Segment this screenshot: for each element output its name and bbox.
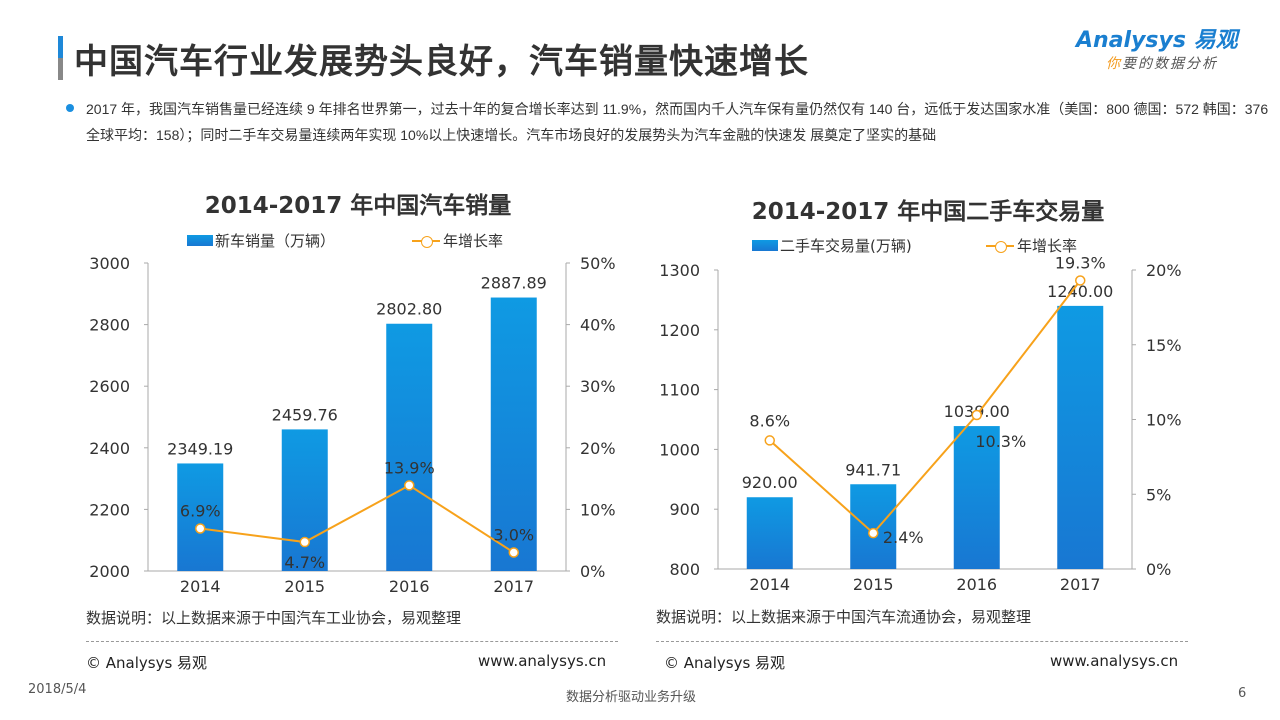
chart2-url-link[interactable]: www.analysys.cn [1050, 652, 1179, 670]
y2-tick-label: 0% [1146, 560, 1171, 579]
y2-tick-label: 5% [1146, 485, 1171, 504]
growth-rate-label: 3.0% [493, 526, 534, 545]
bar-swatch-icon [187, 235, 213, 246]
footer-date: 2018/5/4 [28, 682, 87, 697]
line-swatch-icon [986, 240, 1014, 253]
y2-tick-label: 15% [1146, 336, 1182, 355]
y-tick-label: 800 [669, 560, 700, 579]
legend-label: 年增长率 [1017, 237, 1078, 255]
analysys-logo: Analysys 易观 你要的数据分析 [1076, 28, 1238, 74]
x-tick-label: 2016 [389, 577, 430, 596]
growth-rate-point [868, 527, 879, 539]
growth-rate-label: 4.7% [284, 553, 325, 572]
bar-2016 [386, 323, 433, 571]
y-tick-label: 2400 [89, 439, 130, 458]
bar-value-label: 2459.76 [272, 405, 338, 424]
logo-text: Analysys 易观 [1076, 28, 1238, 53]
growth-rate-line [769, 279, 1082, 535]
bar-value-label: 1240.00 [1047, 282, 1113, 301]
x-tick-label: 2017 [1060, 575, 1101, 594]
y2-tick-label: 40% [580, 316, 616, 335]
chart2-source-note: 数据说明：以上数据来源于中国汽车流通协会，易观整理 [656, 608, 1032, 626]
x-tick-label: 2014 [749, 575, 790, 594]
chart1-title: 2014-2017 年中国汽车销量 [204, 193, 512, 219]
summary-text: 2017 年，我国汽车销售量已经连续 9 年排名世界第一，过去十年的复合增长率达… [86, 101, 1269, 143]
bar-value-label: 2887.89 [481, 274, 547, 293]
y-tick-label: 900 [669, 500, 700, 519]
y-tick-label: 1100 [659, 381, 700, 400]
y-tick-label: 2800 [89, 316, 130, 335]
y-tick-label: 2200 [89, 500, 130, 519]
bar-2017 [490, 297, 537, 571]
growth-rate-point [508, 547, 519, 558]
legend-label: 年增长率 [443, 232, 504, 250]
chart1-url-link[interactable]: www.analysys.cn [478, 652, 607, 670]
bar-value-label: 2349.19 [167, 439, 233, 458]
x-tick-label: 2015 [853, 575, 894, 594]
growth-rate-label: 8.6% [749, 411, 790, 430]
growth-rate-label: 6.9% [180, 501, 221, 520]
bar-2016 [953, 426, 1000, 569]
growth-rate-label: 19.3% [1055, 253, 1106, 272]
y2-tick-label: 0% [580, 562, 605, 581]
chart2-copyright: © Analysys 易观 [664, 654, 786, 672]
y-tick-label: 2000 [89, 562, 130, 581]
bar-value-label: 941.71 [845, 460, 901, 479]
x-tick-label: 2017 [493, 577, 534, 596]
bar-swatch-icon [752, 240, 778, 251]
y-tick-label: 2600 [89, 377, 130, 396]
chart2-legend-line: 年增长率 [986, 235, 1077, 256]
x-tick-label: 2016 [956, 575, 997, 594]
bar-value-label: 920.00 [742, 473, 798, 492]
y2-tick-label: 20% [580, 439, 616, 458]
growth-rate-point [1075, 275, 1086, 286]
page-number: 6 [1238, 686, 1247, 701]
y-tick-label: 3000 [89, 254, 130, 273]
y-tick-label: 1000 [659, 440, 700, 459]
line-swatch-icon [412, 235, 440, 248]
chart1-legend-bar: 新车销量（万辆） [187, 230, 335, 251]
chart2-legend-bar: 二手车交易量(万辆) [752, 235, 912, 256]
chart1-legend-line: 年增长率 [412, 230, 503, 251]
y2-tick-label: 50% [580, 254, 616, 273]
y-tick-label: 1300 [659, 261, 700, 280]
y2-tick-label: 10% [580, 500, 616, 519]
logo-slogan: 你要的数据分析 [1106, 56, 1218, 72]
x-tick-label: 2015 [284, 577, 325, 596]
y-tick-label: 1200 [659, 321, 700, 340]
growth-rate-point [195, 523, 206, 534]
y2-tick-label: 20% [1146, 261, 1182, 280]
page-title: 中国汽车行业发展势头良好，汽车销量快速增长 [74, 42, 809, 82]
footer-slogan: 数据分析驱动业务升级 [566, 690, 697, 705]
divider [656, 641, 1188, 642]
bar-2014 [177, 463, 224, 571]
legend-label: 二手车交易量(万辆) [780, 237, 912, 255]
bar-2015 [281, 429, 328, 571]
chart2-title: 2014-2017 年中国二手车交易量 [751, 199, 1105, 225]
y2-tick-label: 30% [580, 377, 616, 396]
growth-rate-label: 2.4% [883, 528, 924, 547]
x-tick-label: 2014 [180, 577, 221, 596]
bullet-icon [66, 104, 74, 112]
growth-rate-label: 13.9% [384, 458, 435, 477]
title-accent-bar [58, 36, 63, 80]
bar-2015 [850, 484, 897, 569]
growth-rate-point [971, 409, 982, 421]
divider [86, 641, 618, 642]
bar-value-label: 2802.80 [376, 300, 442, 319]
growth-rate-point [404, 480, 415, 491]
growth-rate-point [299, 536, 310, 548]
growth-rate-point [764, 435, 775, 446]
bar-2014 [746, 497, 793, 569]
bar-2017 [1057, 305, 1104, 569]
y2-tick-label: 10% [1146, 411, 1182, 430]
chart1-source-note: 数据说明：以上数据来源于中国汽车工业协会，易观整理 [86, 609, 462, 627]
growth-rate-label: 10.3% [975, 432, 1026, 451]
growth-rate-line [200, 484, 515, 554]
chart1-copyright: © Analysys 易观 [86, 654, 208, 672]
legend-label: 新车销量（万辆） [215, 232, 336, 250]
